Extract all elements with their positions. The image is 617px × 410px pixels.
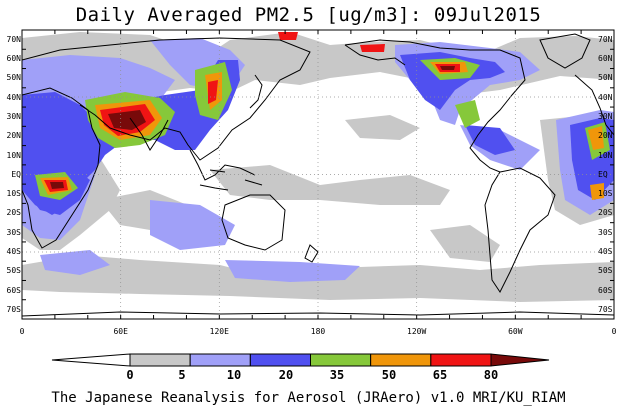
coastlines bbox=[22, 33, 614, 317]
lat-label: 40N bbox=[598, 93, 613, 102]
lat-label: 20N bbox=[598, 131, 613, 140]
axis-ticks bbox=[21, 29, 615, 320]
lat-label: 10S bbox=[598, 189, 613, 198]
colorbar-swatch bbox=[129, 353, 191, 367]
lat-label: 70N bbox=[598, 35, 613, 44]
lon-label: 120E bbox=[209, 327, 229, 336]
lon-label: 180 bbox=[310, 327, 326, 336]
colorbar-graphic bbox=[51, 353, 550, 367]
colorbar-tick-label: 35 bbox=[329, 368, 345, 382]
south-america-coast bbox=[484, 167, 556, 293]
lat-label: 50S bbox=[598, 266, 613, 275]
eurasia-coast bbox=[22, 37, 311, 161]
se-asia-coast bbox=[189, 149, 256, 181]
colorbar-swatch bbox=[430, 353, 492, 367]
new-zealand-coast bbox=[304, 244, 319, 263]
lat-label: 30S bbox=[598, 228, 613, 237]
lon-label: 60E bbox=[113, 327, 128, 336]
footer-credit: The Japanese Reanalysis for Aerosol (JRA… bbox=[51, 390, 566, 406]
colorbar-tick-label: 50 bbox=[381, 368, 397, 382]
colorbar-max-arrow bbox=[490, 353, 550, 367]
colorbar-swatch bbox=[370, 353, 432, 367]
australia-coast bbox=[221, 194, 286, 251]
colorbar-tick-label: 10 bbox=[226, 368, 242, 382]
lat-label: 10N bbox=[6, 151, 21, 160]
greenland-coast bbox=[539, 33, 591, 69]
colorbar-swatch bbox=[189, 353, 251, 367]
colorbar-tick-label: 20 bbox=[278, 368, 294, 382]
lat-label: 60S bbox=[6, 286, 21, 295]
alaska-coast bbox=[344, 44, 406, 66]
lat-label: 10S bbox=[6, 189, 21, 198]
colorbar-min-arrow bbox=[51, 353, 131, 367]
lat-label: 40S bbox=[6, 247, 21, 256]
lat-label: 10N bbox=[598, 151, 613, 160]
lat-label: 50S bbox=[6, 266, 21, 275]
colorbar-swatch bbox=[249, 353, 311, 367]
lat-label: 40S bbox=[598, 247, 613, 256]
colorbar-tick-label: 5 bbox=[178, 368, 186, 382]
lat-label: EQ bbox=[11, 170, 21, 179]
pm25-map: 70N 60N 50N 40N 30N 20N 10N EQ 10S 20S 3… bbox=[6, 29, 617, 336]
north-america-coast bbox=[344, 39, 526, 173]
map-title: Daily Averaged PM2.5 [ug/m3]: 09Jul2015 bbox=[75, 4, 542, 26]
lat-label: 70S bbox=[598, 305, 613, 314]
lon-label: 0 bbox=[19, 327, 25, 336]
lat-label: 50N bbox=[6, 73, 21, 82]
lat-label: 70N bbox=[6, 35, 21, 44]
lat-label: 70S bbox=[6, 305, 21, 314]
lat-label: EQ bbox=[598, 170, 608, 179]
map-canvas bbox=[21, 29, 615, 320]
level-above-80-areas bbox=[50, 66, 455, 189]
colorbar-tick-label: 65 bbox=[432, 368, 448, 382]
lon-label: 60W bbox=[508, 327, 523, 336]
colorbar-tick-label: 0 bbox=[126, 368, 134, 382]
colorbar-swatch bbox=[310, 353, 372, 367]
lat-label: 20N bbox=[6, 131, 21, 140]
lat-label: 60S bbox=[598, 286, 613, 295]
japan-coast bbox=[249, 74, 263, 109]
lat-label: 30S bbox=[6, 228, 21, 237]
lat-label: 50N bbox=[598, 73, 613, 82]
lat-label: 20S bbox=[598, 208, 613, 217]
africa-coast bbox=[22, 87, 101, 249]
india-coast bbox=[129, 117, 169, 151]
lat-label: 60N bbox=[6, 54, 21, 63]
lat-label: 60N bbox=[598, 54, 613, 63]
graticule bbox=[22, 30, 614, 319]
lat-label: 20S bbox=[6, 208, 21, 217]
colorbar-tick-label: 80 bbox=[483, 368, 499, 382]
lat-label: 40N bbox=[6, 93, 21, 102]
indonesia-coast bbox=[199, 169, 263, 191]
europe-africa-west-coast bbox=[574, 74, 614, 136]
lat-label: 30N bbox=[598, 112, 613, 121]
lon-label: 120W bbox=[407, 327, 427, 336]
lat-label: 30N bbox=[6, 112, 21, 121]
lon-label: 0 bbox=[611, 327, 617, 336]
antarctic-coast bbox=[22, 311, 614, 317]
